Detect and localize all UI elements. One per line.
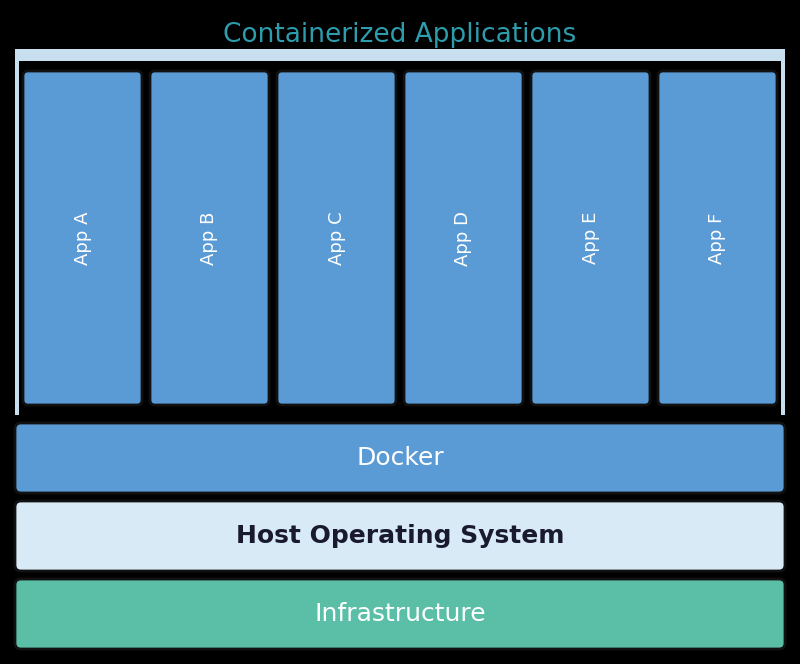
- Text: Containerized Applications: Containerized Applications: [223, 22, 577, 48]
- Text: App F: App F: [709, 212, 726, 264]
- Bar: [15, 49, 785, 415]
- FancyBboxPatch shape: [277, 71, 396, 405]
- Text: Infrastructure: Infrastructure: [314, 602, 486, 626]
- FancyBboxPatch shape: [150, 71, 269, 405]
- Text: App B: App B: [201, 211, 218, 265]
- FancyBboxPatch shape: [15, 423, 785, 493]
- Text: Docker: Docker: [356, 446, 444, 470]
- FancyBboxPatch shape: [658, 71, 777, 405]
- FancyBboxPatch shape: [23, 71, 142, 405]
- FancyBboxPatch shape: [404, 71, 523, 405]
- Text: App E: App E: [582, 212, 599, 264]
- Text: App C: App C: [327, 211, 346, 265]
- FancyBboxPatch shape: [531, 71, 650, 405]
- FancyBboxPatch shape: [15, 501, 785, 571]
- Bar: [15, 49, 785, 61]
- Bar: [15, 61, 19, 415]
- Text: App A: App A: [74, 211, 91, 265]
- Text: Host Operating System: Host Operating System: [236, 524, 564, 548]
- Text: App D: App D: [454, 210, 473, 266]
- Bar: [781, 61, 785, 415]
- FancyBboxPatch shape: [15, 579, 785, 649]
